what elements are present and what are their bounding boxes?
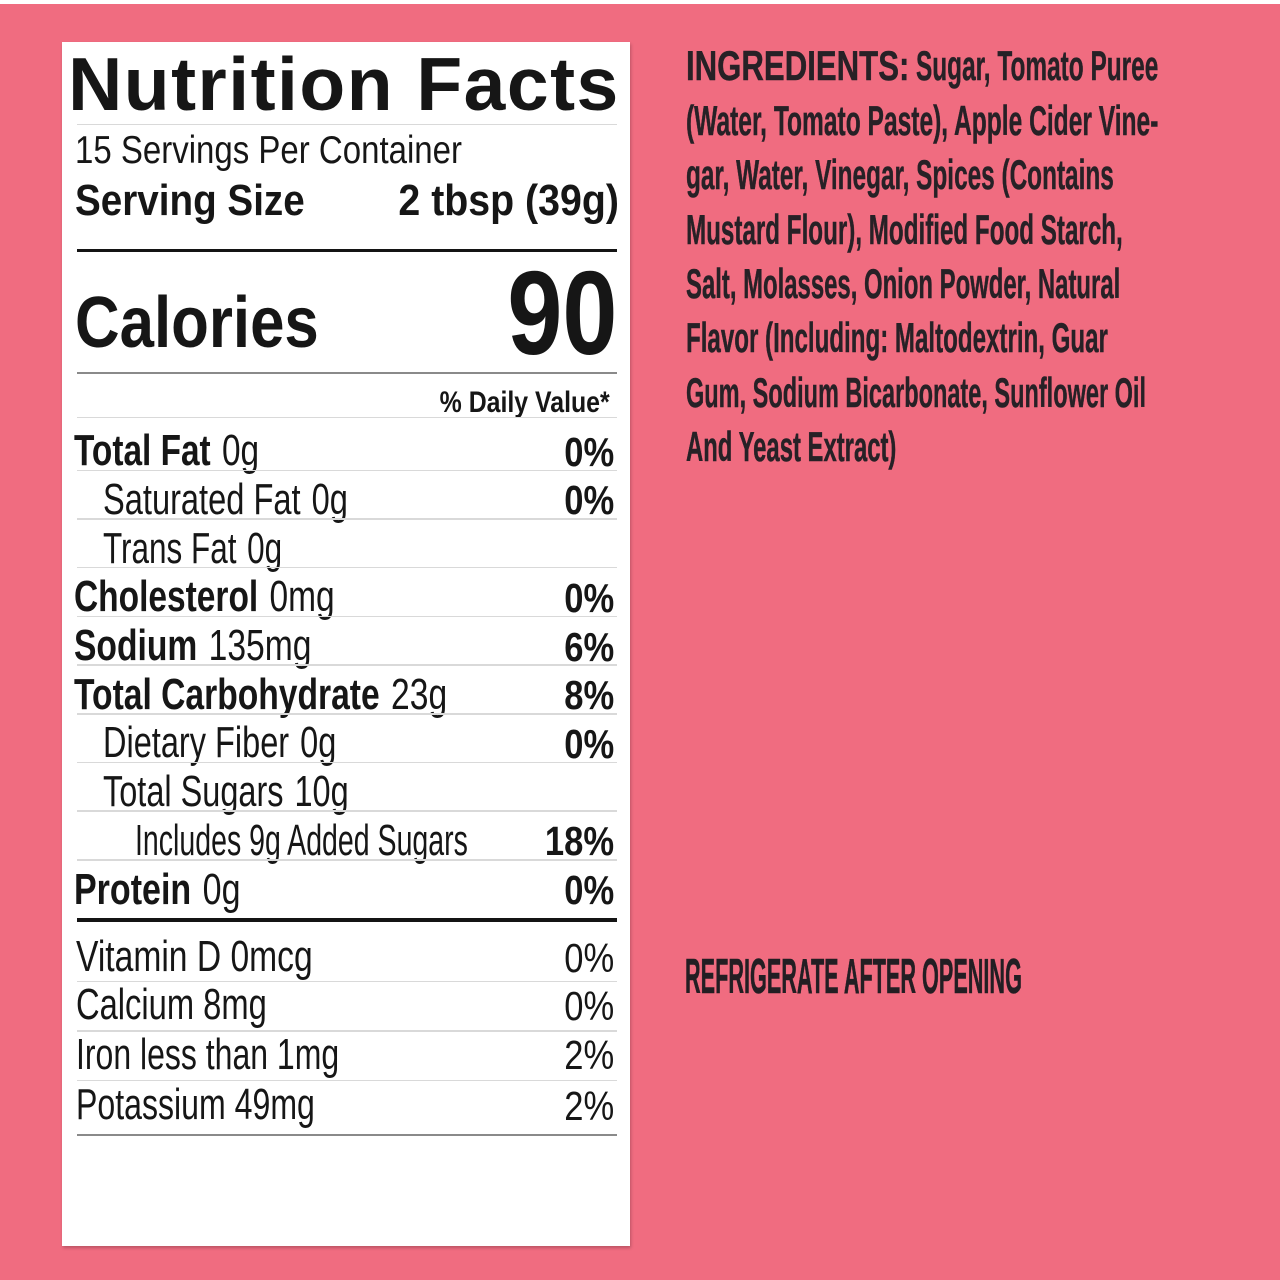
- serving-size-label: Serving Size: [75, 175, 306, 225]
- nutrient-dv: 0%: [564, 477, 615, 524]
- ingredients-line: Flavor (Including: Maltodextrin, Guar: [686, 317, 1280, 359]
- nutrient-dv: 0%: [564, 867, 615, 914]
- nutrient-name: Protein: [74, 864, 192, 914]
- nutrient-amount: 10g: [294, 767, 349, 817]
- nutrient-name: Dietary Fiber: [102, 718, 290, 768]
- row-protein: Protein 0g 0%: [62, 864, 630, 1044]
- ingredients-line: Gum, Sodium Bicarbonate, Sunflower Oil: [686, 368, 1280, 416]
- row-total-carbohydrate: Total Carbohydrate 23g 8%: [62, 669, 630, 849]
- nutrient-dv: 8%: [564, 672, 615, 719]
- ingredients-text: Flavor (Including: Maltodextrin, Guar: [686, 314, 1108, 362]
- ingredients-text: (Water, Tomato Paste), Apple Cider Vine-: [686, 96, 1159, 144]
- serving-size-value: 2 tbsp (39g): [398, 175, 619, 225]
- calories-label: Calories: [74, 283, 319, 364]
- row-separator: [77, 810, 617, 812]
- nutrient-amount: 0g: [311, 474, 348, 524]
- nutrient-amount: 0g: [222, 426, 260, 476]
- nutrition-facts-panel: Nutrition Facts 15 Servings Per Containe…: [62, 42, 630, 1246]
- row-separator: [77, 615, 617, 618]
- ingredients-line: (Water, Tomato Paste), Apple Cider Vine-: [686, 96, 1280, 144]
- nutrient-name: Iron less than 1mg: [76, 1029, 340, 1079]
- nutrition-facts-title: Nutrition Facts: [68, 41, 620, 126]
- row-dietary-fiber: Dietary Fiber 0g 0%: [62, 721, 630, 897]
- nutrient-dv: 0%: [564, 982, 615, 1029]
- nutrient-amount: 23g: [391, 669, 448, 719]
- nutrient-name: Trans Fat: [102, 523, 237, 573]
- nutrient-dv: 6%: [564, 623, 615, 670]
- ingredients-line: gar, Water, Vinegar, Spices (Contains: [686, 151, 1280, 199]
- ingredients-text: Gum, Sodium Bicarbonate, Sunflower Oil: [686, 368, 1146, 416]
- nutrient-dv: 0%: [564, 720, 615, 767]
- row-added-sugars: Includes 9g Added Sugars 18%: [62, 815, 630, 995]
- nutrient-dv: 2%: [564, 1032, 615, 1079]
- ingredients-text: Salt, Molasses, Onion Powder, Natural: [686, 260, 1121, 307]
- nutrient-amount: 0g: [202, 864, 241, 914]
- row-saturated-fat: Saturated Fat 0g 0%: [62, 474, 630, 654]
- ingredients-line: And Yeast Extract): [686, 423, 1056, 471]
- top-white-strip: [0, 0, 1280, 4]
- nutrient-amount: 0g: [246, 523, 282, 573]
- row-iron: Iron less than 1mg 2%: [62, 1029, 630, 1209]
- row-separator: [77, 664, 617, 666]
- rule-bottom: [77, 1134, 617, 1137]
- nutrient-name: Vitamin D 0mcg: [76, 932, 313, 982]
- row-calcium: Calcium 8mg 0%: [62, 983, 630, 1159]
- nutrient-dv: 0%: [564, 574, 615, 621]
- nutrient-dv: 18%: [545, 818, 615, 865]
- nutrient-name: Total Sugars: [102, 767, 284, 817]
- servings-per-container: 15 Servings Per Container: [75, 128, 463, 172]
- ingredients-text: Mustard Flour), Modified Food Starch,: [686, 205, 1123, 253]
- ingredients-text: Sugar, Tomato Puree: [916, 42, 1159, 90]
- nutrient-name: Saturated Fat: [102, 474, 301, 524]
- nutrient-name: Potassium 49mg: [76, 1080, 315, 1130]
- row-separator: [77, 469, 617, 471]
- ingredients-line: Mustard Flour), Modified Food Starch,: [686, 205, 1280, 253]
- nutrient-name: Cholesterol: [74, 572, 259, 622]
- ingredients-text: And Yeast Extract): [686, 423, 897, 471]
- row-trans-fat: Trans Fat 0g: [62, 523, 630, 703]
- rule-under-dv-header: [77, 416, 617, 418]
- row-separator: [77, 859, 617, 861]
- ingredients-text: gar, Water, Vinegar, Spices (Contains: [686, 151, 1114, 199]
- row-vitamin-d: Vitamin D 0mcg 0%: [62, 935, 630, 1111]
- rule-under-title: [77, 123, 617, 125]
- ingredients-line: INGREDIENTS: Sugar, Tomato Puree: [686, 42, 1159, 90]
- storage-note: REFRIGERATE AFTER OPENING: [685, 950, 1022, 1004]
- row-separator: [77, 1030, 617, 1032]
- row-separator: [77, 980, 617, 982]
- nutrient-name: Sodium: [74, 621, 198, 671]
- calories-value: 90: [507, 247, 618, 381]
- row-total-sugars: Total Sugars 10g: [62, 770, 630, 946]
- nutrient-dv: 0%: [564, 428, 615, 475]
- nutrient-dv: 0%: [564, 934, 615, 981]
- row-total-fat: Total Fat 0g 0%: [62, 429, 630, 605]
- nutrient-name: Calcium 8mg: [76, 980, 267, 1030]
- row-cholesterol: Cholesterol 0mg 0%: [62, 575, 630, 751]
- row-separator: [77, 1079, 617, 1081]
- row-separator: [77, 713, 617, 715]
- daily-value-header: % Daily Value*: [439, 385, 610, 419]
- rule-above-micronutrients: [77, 918, 617, 922]
- nutrient-amount: 0g: [299, 718, 337, 768]
- nutrient-name: Includes 9g Added Sugars: [134, 815, 468, 865]
- row-separator: [77, 566, 617, 569]
- nutrient-name: Total Carbohydrate: [74, 669, 380, 719]
- nutrient-name: Total Fat: [74, 426, 211, 476]
- row-sodium: Sodium 135mg 6%: [62, 624, 630, 800]
- rule-below-calories: [77, 371, 617, 374]
- ingredients-line: Salt, Molasses, Onion Powder, Natural: [686, 260, 1280, 307]
- rule-above-calories: [77, 248, 617, 252]
- ingredients-heading: INGREDIENTS:: [686, 42, 910, 90]
- nutrient-amount: 0mg: [269, 572, 335, 622]
- row-separator: [77, 518, 617, 520]
- row-separator: [77, 761, 617, 764]
- row-potassium: Potassium 49mg 2%: [62, 1083, 630, 1259]
- nutrient-amount: 135mg: [208, 621, 312, 671]
- nutrient-dv: 2%: [564, 1082, 615, 1129]
